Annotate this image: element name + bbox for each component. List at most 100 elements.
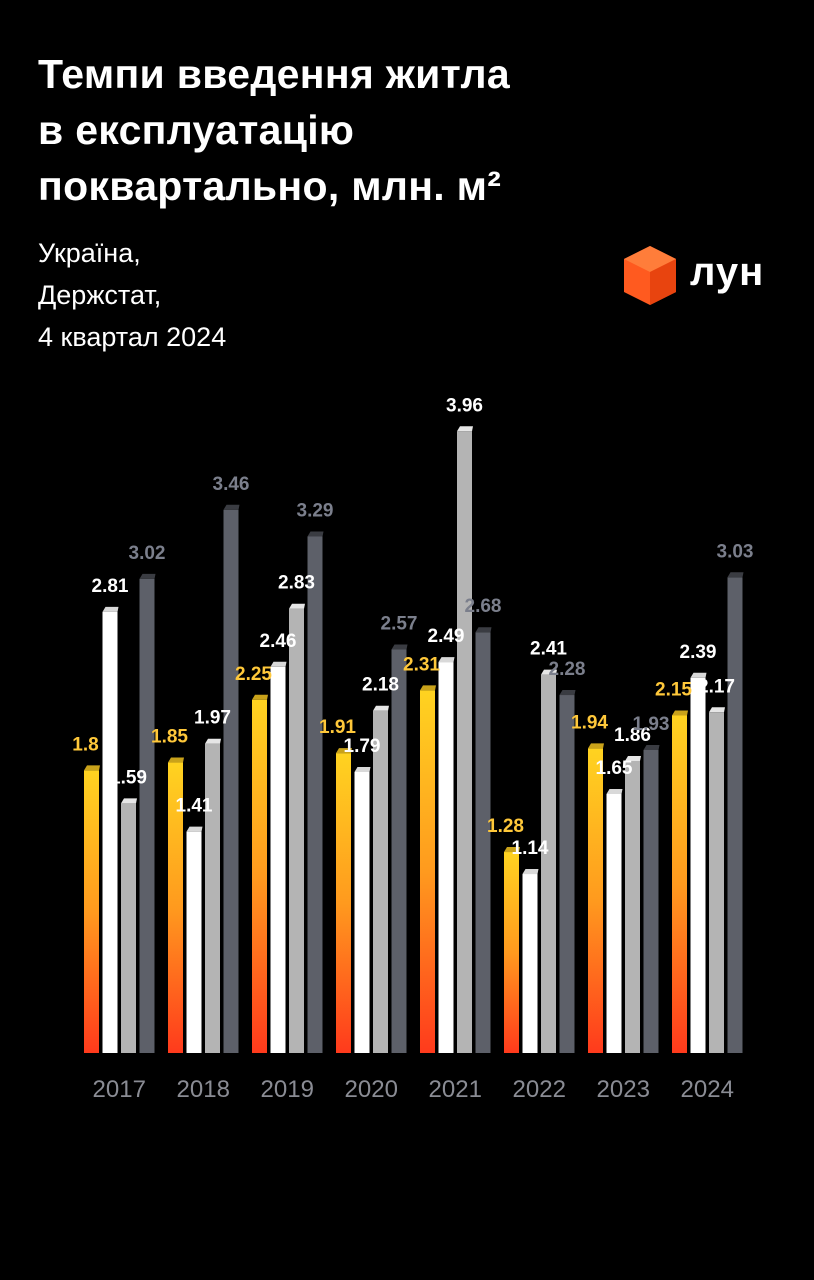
value-label-2018-s4: 3.46 [213, 474, 250, 495]
lun-logo: лун [620, 244, 790, 310]
bar-cap-2022-s1 [504, 847, 520, 853]
x-tick-label-2022: 2022 [513, 1076, 566, 1103]
bar-cap-2021-s4 [475, 627, 492, 633]
value-label-2023-s4: 1.93 [633, 714, 670, 735]
bar-cap-2021-s2 [438, 657, 455, 663]
bar-2023-s1 [588, 748, 603, 1053]
bar-2017-s4 [139, 578, 155, 1053]
value-label-2019-s3: 2.83 [278, 573, 315, 594]
bar-cap-2020-s2 [354, 766, 371, 772]
bar-cap-2023-s1 [588, 743, 604, 749]
bar-cap-2023-s3 [625, 755, 641, 761]
value-label-2024-s1: 2.15 [655, 679, 692, 700]
bar-2021-s1 [420, 690, 435, 1053]
bar-2022-s4 [559, 695, 575, 1053]
bar-cap-2023-s2 [606, 788, 623, 794]
bar-2023-s4 [643, 749, 659, 1053]
value-label-2022-s2: 1.14 [512, 838, 549, 859]
value-label-2021-s2: 2.49 [428, 626, 465, 647]
x-tick-label-2020: 2020 [345, 1076, 398, 1103]
value-label-2017-s3: 1.59 [110, 767, 147, 788]
value-label-2019-s2: 2.46 [260, 631, 297, 652]
value-label-2019-s1: 2.25 [235, 664, 272, 685]
bar-2021-s4 [475, 632, 491, 1053]
bar-cap-2018-s2 [186, 826, 203, 832]
bar-cap-2022-s3 [541, 669, 557, 675]
bar-cap-2019-s1 [252, 694, 268, 700]
bar-2020-s2 [354, 771, 370, 1053]
bar-cap-2022-s4 [559, 690, 576, 696]
bar-cap-2017-s1 [84, 765, 100, 771]
bar-cap-2024-s4 [727, 572, 744, 578]
x-tick-label-2021: 2021 [429, 1076, 482, 1103]
bar-2018-s2 [186, 831, 202, 1053]
bar-cap-2019-s2 [270, 661, 287, 667]
bar-2020-s3 [373, 710, 388, 1053]
labels-layer: 1.8 2.81 1.59 3.02 1.85 1.41 1.97 3.46 2.25 2.46 2… [72, 395, 753, 859]
bar-2024-s2 [690, 677, 706, 1053]
title-line-1: Темпи введення житла [38, 51, 510, 97]
bar-2024-s3 [709, 712, 724, 1053]
bar-2017-s3 [121, 803, 136, 1053]
x-tick-label-2023: 2023 [597, 1076, 650, 1103]
bar-cap-2020-s3 [373, 705, 389, 711]
value-label-2020-s1: 1.91 [319, 717, 356, 738]
bar-2021-s2 [438, 662, 454, 1053]
bar-2019-s3 [289, 608, 304, 1053]
value-label-2023-s1: 1.94 [571, 712, 608, 733]
bar-cap-2017-s3 [121, 798, 137, 804]
bar-cap-2024-s3 [709, 707, 725, 713]
bar-2023-s3 [625, 760, 640, 1053]
value-label-2018-s3: 1.97 [194, 708, 231, 729]
bar-cap-2021-s3 [457, 426, 473, 432]
x-tick-label-2018: 2018 [177, 1076, 230, 1103]
bar-cap-2018-s1 [168, 757, 184, 763]
x-axis: 2017 2018 2019 2020 2021 2022 2023 2024 [93, 1076, 734, 1103]
bar-2018-s3 [205, 743, 220, 1053]
x-tick-label-2019: 2019 [261, 1076, 314, 1103]
value-label-2024-s3: 2.17 [698, 676, 735, 697]
bar-2021-s3 [457, 431, 472, 1053]
bar-2022-s2 [522, 874, 538, 1053]
bar-cap-2018-s4 [223, 504, 240, 510]
chart-title: Темпи введення житла в експлуатацію покв… [38, 46, 638, 214]
bar-cap-2020-s4 [391, 644, 408, 650]
value-label-2022-s1: 1.28 [487, 816, 524, 837]
subtitle-period: 4 квартал 2024 [38, 322, 227, 352]
value-label-2021-s1: 2.31 [403, 654, 440, 675]
bar-2024-s4 [727, 577, 743, 1053]
bars-layer [84, 426, 744, 1053]
value-label-2018-s2: 1.41 [176, 796, 213, 817]
value-label-2024-s4: 3.03 [717, 541, 754, 562]
bar-cap-2017-s4 [139, 573, 156, 579]
value-label-2023-s3: 1.86 [614, 725, 651, 746]
bar-2018-s1 [168, 762, 183, 1053]
value-label-2017-s1: 1.8 [72, 734, 98, 755]
bar-2017-s1 [84, 770, 99, 1053]
bar-cap-2022-s2 [522, 869, 539, 875]
bar-cap-2021-s1 [420, 685, 436, 691]
bar-2020-s4 [391, 649, 407, 1053]
value-label-2017-s2: 2.81 [92, 576, 129, 597]
bar-cap-2019-s4 [307, 531, 324, 537]
bar-2024-s1 [672, 715, 687, 1053]
value-label-2019-s4: 3.29 [297, 500, 334, 521]
bar-cap-2020-s1 [336, 748, 352, 754]
bar-cap-2024-s2 [690, 672, 707, 678]
bar-2019-s2 [270, 666, 286, 1053]
value-label-2020-s3: 2.18 [362, 675, 399, 696]
value-label-2022-s4: 2.28 [549, 659, 586, 680]
value-label-2021-s4: 2.68 [465, 596, 502, 617]
bar-2019-s1 [252, 699, 267, 1053]
value-label-2020-s2: 1.79 [344, 736, 381, 757]
bar-2022-s1 [504, 852, 519, 1053]
orange-cube-icon [624, 246, 676, 305]
title-line-3: поквартально, млн. м² [38, 163, 502, 209]
bar-2019-s4 [307, 536, 323, 1053]
bar-cap-2023-s4 [643, 744, 660, 750]
value-label-2017-s4: 3.02 [129, 543, 166, 564]
chart-subtitle: Україна, Держстат, 4 квартал 2024 [38, 232, 226, 358]
bar-cap-2018-s3 [205, 738, 221, 744]
value-label-2022-s3: 2.41 [530, 639, 567, 660]
